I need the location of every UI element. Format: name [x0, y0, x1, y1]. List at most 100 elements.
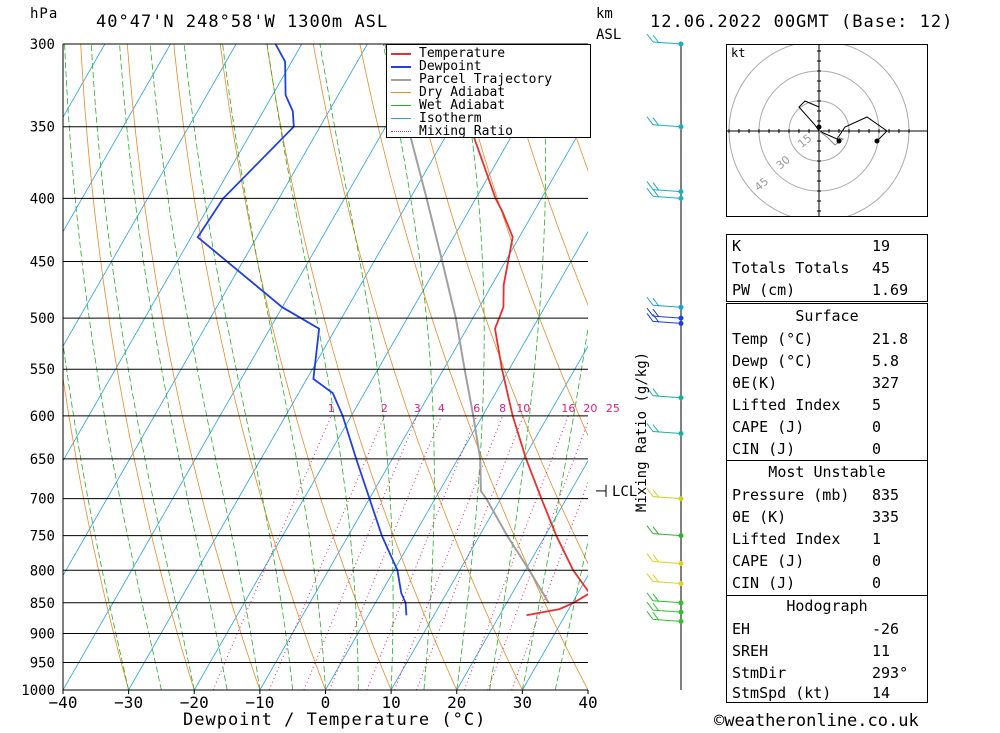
mu-row: CIN (J) 0: [727, 572, 927, 593]
pressure-tick-label: 900: [30, 626, 55, 642]
stat-label: Temp (°C): [732, 330, 814, 348]
mixing-ratio-line: [268, 415, 385, 690]
legend-swatch-wet-adiabat: [391, 105, 411, 106]
legend-swatch-dewpoint: [391, 66, 411, 68]
wind-barb-shaft: [652, 195, 682, 199]
isotherm-line: [63, 44, 434, 690]
wind-barb-flag: [646, 601, 654, 611]
copyright-link[interactable]: ©weatheronline.co.uk: [714, 711, 919, 731]
index-row-totals: Totals Totals 45: [727, 257, 927, 278]
x-tick-label: 20: [447, 693, 466, 712]
pressure-tick-label: 950: [30, 655, 55, 671]
legend-swatch-parcel: [391, 79, 411, 81]
surface-title: Surface: [795, 307, 859, 325]
isotherm-line: [63, 44, 237, 348]
mixing-ratio-line: [394, 415, 504, 690]
indices-panel: K 19 Totals Totals 45 PW (cm) 1.69: [726, 234, 928, 302]
dry-adiabat-line: [312, 44, 523, 690]
index-value: 1.69: [872, 281, 909, 299]
hodograph-ring-label: 15: [795, 132, 814, 151]
stat-label: StmSpd (kt): [732, 684, 832, 702]
wet-adiabat-line: [266, 44, 359, 690]
wind-barb-flag: [646, 188, 654, 197]
hodograph-panel: 15 30 45 kt: [726, 44, 928, 217]
stat-value: 835: [872, 486, 900, 504]
wind-barb-flag: [646, 33, 654, 43]
stat-label: Pressure (mb): [732, 486, 850, 504]
mu-row: Lifted Index 1: [727, 528, 927, 549]
mixing-ratio-label: 10: [516, 402, 530, 415]
wind-barb-shaft: [652, 124, 682, 128]
legend-parcel: Parcel Trajectory: [419, 72, 553, 87]
wind-barb-flag: [652, 117, 660, 127]
stat-value: 21.8: [872, 330, 909, 348]
mixing-ratio-line: [303, 415, 418, 690]
wind-barb-shaft: [652, 533, 682, 537]
stat-value: 0: [872, 574, 882, 592]
wind-barb-shaft: [652, 561, 682, 565]
x-tick-label: 0: [321, 693, 331, 712]
wind-barb-flag: [646, 573, 654, 582]
pressure-tick-label: 1000: [21, 683, 55, 699]
wind-barb-shaft: [652, 395, 682, 399]
wind-barb-shaft: [652, 41, 682, 45]
pressure-tick-label: 350: [30, 120, 55, 136]
x-tick-label: 10: [381, 693, 400, 712]
stat-value: 1: [872, 530, 882, 548]
wind-barb-flag: [652, 189, 660, 198]
index-label: PW (cm): [732, 281, 796, 299]
stat-value: -26: [872, 620, 900, 638]
wind-barb-flag: [646, 116, 654, 126]
wind-barb-flag: [646, 525, 654, 534]
mixing-ratio-axis-title: Mixing Ratio (g/kg): [634, 351, 651, 513]
wind-barb-shaft: [652, 618, 682, 622]
datetime-title: 12.06.2022 00GMT (Base: 12): [650, 12, 954, 32]
surface-row: θE(K) 327: [727, 372, 927, 393]
stat-label: StmDir: [732, 664, 787, 682]
hodograph-ring-label: 45: [752, 175, 771, 194]
isotherm-line: [193, 44, 565, 690]
legend-isotherm: Isotherm: [419, 111, 482, 126]
mixing-ratio-label: 3: [414, 402, 421, 415]
hodo-row: StmSpd (kt) 14: [727, 682, 927, 703]
legend-swatch-isotherm: [391, 118, 411, 119]
stat-label: CAPE (J): [732, 418, 805, 436]
legend-wet-adiabat: Wet Adiabat: [419, 98, 506, 113]
wind-barb-flag: [646, 307, 654, 317]
wind-barb-flag: [652, 297, 660, 307]
stat-value: 0: [872, 440, 882, 458]
x-axis-title: Dewpoint / Temperature (°C): [183, 710, 487, 730]
wet-adiabat-line: [222, 44, 326, 690]
hodograph-unit: kt: [731, 46, 746, 60]
stat-value: 14: [872, 684, 891, 702]
stat-value: 335: [872, 508, 900, 526]
wind-barb-flag: [646, 423, 654, 432]
wind-barb-flag: [652, 612, 660, 621]
wind-barb-flag: [646, 387, 654, 397]
wet-adiabat-line: [522, 326, 588, 690]
dry-adiabat-line: [965, 44, 1000, 690]
pressure-tick-label: 700: [30, 492, 55, 508]
mixing-ratio-label: 4: [438, 402, 445, 415]
wind-barb-shaft: [652, 189, 682, 193]
isotherm-line: [63, 44, 171, 233]
index-label: Totals Totals: [732, 259, 850, 277]
pressure-tick-label: 300: [30, 37, 55, 53]
surface-row: Lifted Index 5: [727, 394, 927, 415]
legend-dewpoint: Dewpoint: [419, 59, 482, 74]
x-tick-label: 40: [578, 693, 597, 712]
hodograph-ring-label: 30: [774, 153, 793, 172]
wind-barb-shaft: [652, 320, 682, 324]
wet-adiabat-line: [149, 44, 261, 690]
stat-label: SREH: [732, 642, 769, 660]
mixing-ratio-line: [463, 415, 569, 690]
pressure-tick-label: 800: [30, 563, 55, 579]
pressure-tick-label: 500: [30, 311, 55, 327]
index-label: K: [732, 237, 742, 255]
mixing-ratio-line: [487, 420, 588, 690]
height-unit-km: km: [596, 6, 613, 22]
mixing-ratio-label: 1: [328, 402, 335, 415]
hodo-row: SREH 11: [727, 640, 927, 661]
wind-barb-flag: [652, 574, 660, 583]
